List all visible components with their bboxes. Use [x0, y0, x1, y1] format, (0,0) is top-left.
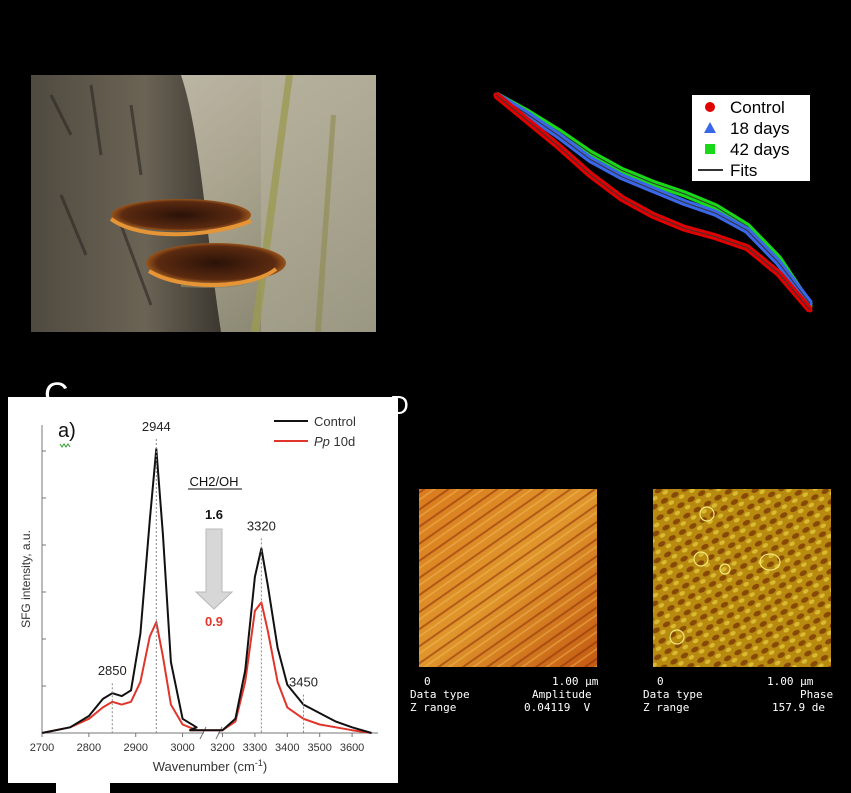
sfg-x-label: Wavenumber (cm-1): [153, 758, 267, 774]
afm-phase-image: [653, 489, 831, 667]
sfg-x-tick-label: 3500: [307, 742, 331, 754]
sub-label: a): [58, 420, 76, 442]
curve-plot: Control 18 days 42 days Fits: [480, 85, 825, 330]
legend-label: 42 days: [730, 140, 790, 159]
legend-marker-18-days: [704, 122, 716, 133]
peak-label-3320: 3320: [247, 518, 276, 533]
panel-letter-d: D: [390, 390, 409, 420]
sfg-series-control: [41, 448, 372, 734]
sfg-y-label: SFG intensity, a.u.: [19, 530, 33, 628]
peak-label-2850: 2850: [98, 663, 127, 678]
phase-circle-markers: [669, 506, 781, 645]
sfg-x-tick-label: 2800: [77, 742, 101, 754]
fungus-photo: [31, 75, 376, 332]
peak-label-2944: 2944: [142, 419, 171, 434]
sfg-x-tick-label: 3300: [243, 742, 267, 754]
afm-left-datatype-label: Data type: [410, 688, 470, 701]
legend-label: Fits: [730, 161, 757, 180]
sfg-x-tick-label: 3600: [340, 742, 364, 754]
afm-left-datatype-value: Amplitude: [532, 688, 592, 701]
bottom-tab-mark: [56, 783, 110, 793]
sfg-x-tick-label: 3200: [210, 742, 234, 754]
ratio-after: 0.9: [205, 614, 223, 629]
sfg-legend-label: Control: [314, 414, 356, 429]
afm-amplitude-image: [419, 489, 597, 667]
sfg-x-tick-label: 2900: [123, 742, 147, 754]
curve-fit-line: [495, 94, 811, 304]
afm-right-datatype-label: Data type: [643, 688, 703, 701]
afm-left-zrange-label: Z range: [410, 701, 457, 714]
legend-marker-control: [705, 102, 715, 112]
axis-break-mark: [199, 726, 223, 740]
sfg-x-tick-label: 3000: [170, 742, 194, 754]
ratio-label: CH2/OH: [189, 474, 238, 489]
afm-right-datatype-value: Phase: [800, 688, 834, 701]
afm-left-scale-max: 1.00 µm: [552, 675, 599, 688]
curve-fit-line: [495, 94, 811, 311]
afm-right-zrange-label: Z range: [643, 701, 690, 714]
curve-legend: Control 18 days 42 days Fits: [692, 95, 810, 181]
sfg-spectrum-plot: a) SFG intensity, a.u. Wavenumber (cm-1) …: [8, 397, 398, 783]
peak-label-3450: 3450: [289, 675, 318, 690]
ratio-before: 1.6: [205, 507, 223, 522]
legend-label: 18 days: [730, 119, 790, 138]
sfg-legend-label: Pp 10d: [314, 434, 355, 449]
afm-right-zrange-value: 157.9 de: [772, 701, 825, 714]
afm-left-zrange-value: 0.04119 V: [524, 701, 591, 714]
legend-marker-42-days: [705, 144, 715, 154]
afm-left-scale-zero: 0: [424, 675, 431, 688]
afm-right-scale-max: 1.00 µm: [767, 675, 814, 688]
legend-label: Control: [730, 98, 785, 117]
afm-right-scale-zero: 0: [657, 675, 664, 688]
sfg-x-tick-label: 2700: [30, 742, 54, 754]
ratio-annotation: CH2/OH 1.6 0.9: [188, 474, 242, 629]
sfg-x-tick-label: 3400: [275, 742, 299, 754]
